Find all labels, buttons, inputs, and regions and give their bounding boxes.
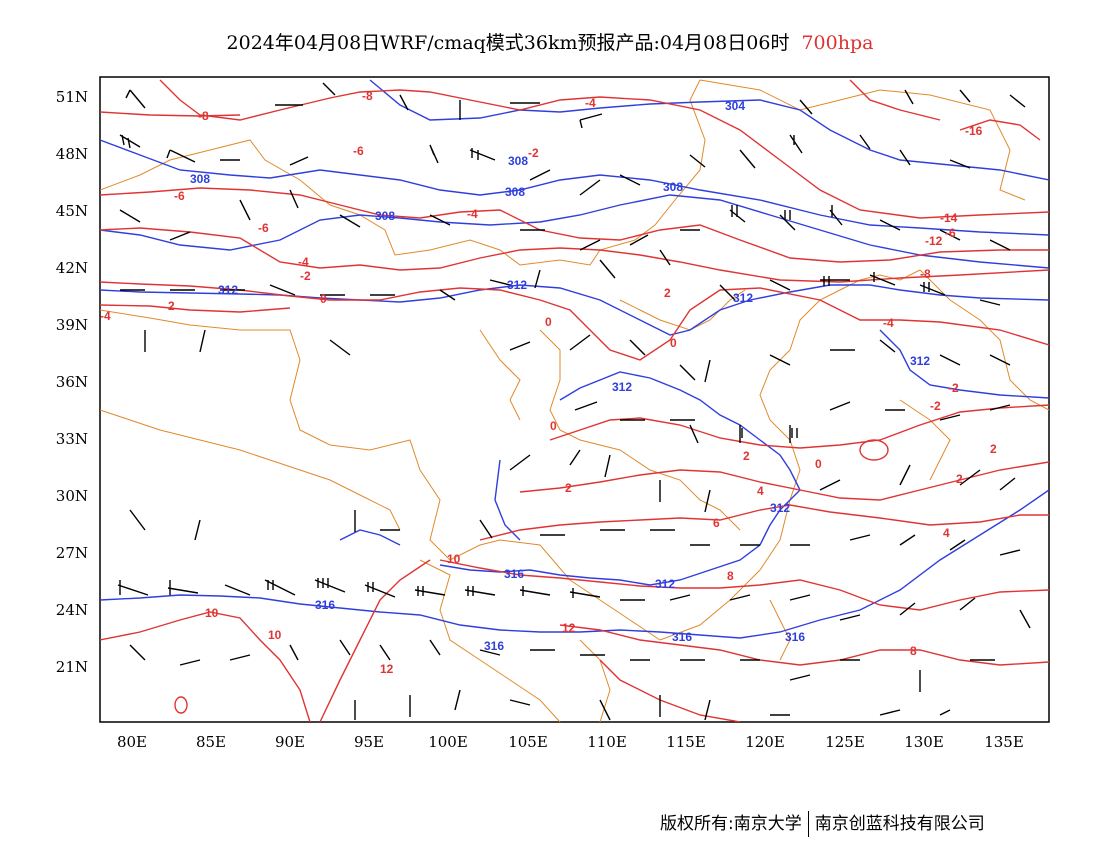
lon-label: 135E [984,733,1024,751]
longitude-labels: 80E 85E 90E 95E 100E 105E 110E 115E 120E… [117,733,1024,751]
lon-label: 115E [666,733,706,751]
height-label: 316 [672,630,692,644]
height-label: 312 [218,283,238,297]
lat-label: 36N [56,373,88,391]
temp-label: -4 [100,309,111,323]
lat-label: 27N [56,544,88,562]
temp-label: 2 [565,481,572,495]
height-labels: 304 308 308 308 308 308 312 312 312 312 … [190,99,930,653]
temperature-contours [100,79,1049,722]
latitude-labels: 51N 48N 45N 42N 39N 36N 33N 30N 27N 24N … [56,88,88,676]
height-label: 312 [507,278,527,292]
height-label: 316 [315,598,335,612]
temp-label: 8 [910,644,917,658]
footer: 版权所有:南京大学 南京创蓝科技有限公司 [660,809,985,837]
temp-label: 2 [743,449,750,463]
height-label: 308 [505,185,525,199]
height-label: 308 [375,209,395,223]
temp-label: -2 [948,381,959,395]
lon-label: 90E [275,733,305,751]
temp-label: 6 [713,516,720,530]
lon-label: 120E [745,733,785,751]
lat-label: 42N [56,259,88,277]
title-main: 2024年04月08日WRF/cmaq模式36km预报产品:04月08日06时 [226,32,790,54]
temp-label: 12 [380,662,394,676]
height-label: 312 [733,291,753,305]
pressure-level-label: 700hpa [801,32,874,54]
temp-label: 10 [268,628,282,642]
temp-label: 2 [990,442,997,456]
temp-label: 4 [757,484,764,498]
temp-label: 2 [664,286,671,300]
lat-label: 33N [56,430,88,448]
lon-label: 80E [117,733,147,751]
lon-label: 105E [508,733,548,751]
temp-label: -2 [300,269,311,283]
temp-label: -8 [920,267,931,281]
lon-label: 125E [825,733,865,751]
temp-label: 0 [670,336,677,350]
height-label: 312 [612,380,632,394]
temp-label: -8 [362,89,373,103]
temperature-labels: -8 -8 -6 -6 -6 -4 -4 -4 -4 -2 -2 -2 0 0 … [100,89,997,676]
temp-label: 2 [168,299,175,313]
footer-divider [807,811,809,837]
temp-label: 0 [815,457,822,471]
lat-label: 24N [56,601,88,619]
height-label: 312 [910,354,930,368]
height-label: 312 [770,501,790,515]
temp-label: -16 [965,124,983,138]
temp-label: -2 [528,146,539,160]
height-contours [100,79,1049,639]
lat-label: 30N [56,487,88,505]
map-frame [99,76,1050,723]
lat-label: 48N [56,145,88,163]
temp-label: -6 [945,226,956,240]
chart-title: 2024年04月08日WRF/cmaq模式36km预报产品:04月08日06时 7… [0,28,1100,55]
copyright-text: 版权所有:南京大学 [660,814,802,834]
temp-label: 2 [956,472,963,486]
lon-label: 130E [904,733,944,751]
temp-label: 10 [205,606,219,620]
lon-label: 85E [196,733,226,751]
temp-label: -12 [925,234,943,248]
temp-label: -2 [930,399,941,413]
temp-label: 10 [447,552,461,566]
temp-label: 0 [545,315,552,329]
temp-label: 4 [943,526,950,540]
temp-label: -4 [467,207,478,221]
lat-label: 45N [56,202,88,220]
temp-label: 0 [550,419,557,433]
height-label: 308 [190,172,210,186]
temp-label: -6 [353,144,364,158]
height-label: 308 [508,154,528,168]
temp-label: 12 [562,621,576,635]
lon-label: 100E [428,733,468,751]
lon-label: 110E [587,733,627,751]
height-label: 312 [655,577,675,591]
lon-label: 95E [354,733,384,751]
company-name: 南京创蓝科技有限公司 [814,814,985,834]
temp-label: 0 [320,292,327,306]
wind-barbs [117,82,1031,721]
temp-label: -6 [258,221,269,235]
height-label: 308 [663,180,683,194]
country-borders [100,79,1049,722]
temp-label: -8 [198,109,209,123]
temp-label: -14 [940,211,958,225]
height-label: 316 [504,567,524,581]
temp-label: -4 [883,316,894,330]
temp-label: -6 [174,189,185,203]
height-label: 316 [484,639,504,653]
lat-label: 39N [56,316,88,334]
height-label: 316 [785,630,805,644]
lat-label: 51N [56,88,88,106]
temp-label: -4 [298,255,309,269]
height-label: 304 [725,99,745,113]
lat-label: 21N [56,658,88,676]
temp-label: 8 [727,569,734,583]
temp-label: -4 [585,96,596,110]
